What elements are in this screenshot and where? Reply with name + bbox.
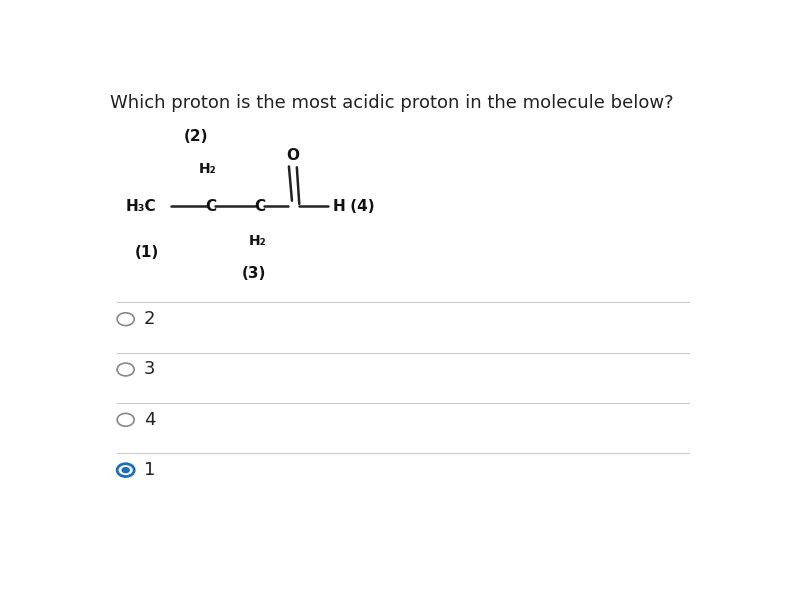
Text: 1: 1 <box>144 461 156 479</box>
Text: C: C <box>205 199 216 214</box>
Text: Which proton is the most acidic proton in the molecule below?: Which proton is the most acidic proton i… <box>110 94 674 112</box>
Text: 4: 4 <box>144 411 156 429</box>
Circle shape <box>121 467 130 473</box>
Text: (1): (1) <box>135 245 159 260</box>
Text: (2): (2) <box>183 129 208 144</box>
Text: 2: 2 <box>144 310 156 328</box>
Text: H₃C: H₃C <box>126 199 156 214</box>
Text: (3): (3) <box>241 266 266 281</box>
Text: H₂: H₂ <box>199 163 216 176</box>
Text: (4): (4) <box>345 199 375 214</box>
Text: H₂: H₂ <box>249 233 266 248</box>
Text: 3: 3 <box>144 361 156 378</box>
Text: C: C <box>254 199 265 214</box>
Text: H: H <box>332 199 346 214</box>
Text: O: O <box>287 148 299 163</box>
